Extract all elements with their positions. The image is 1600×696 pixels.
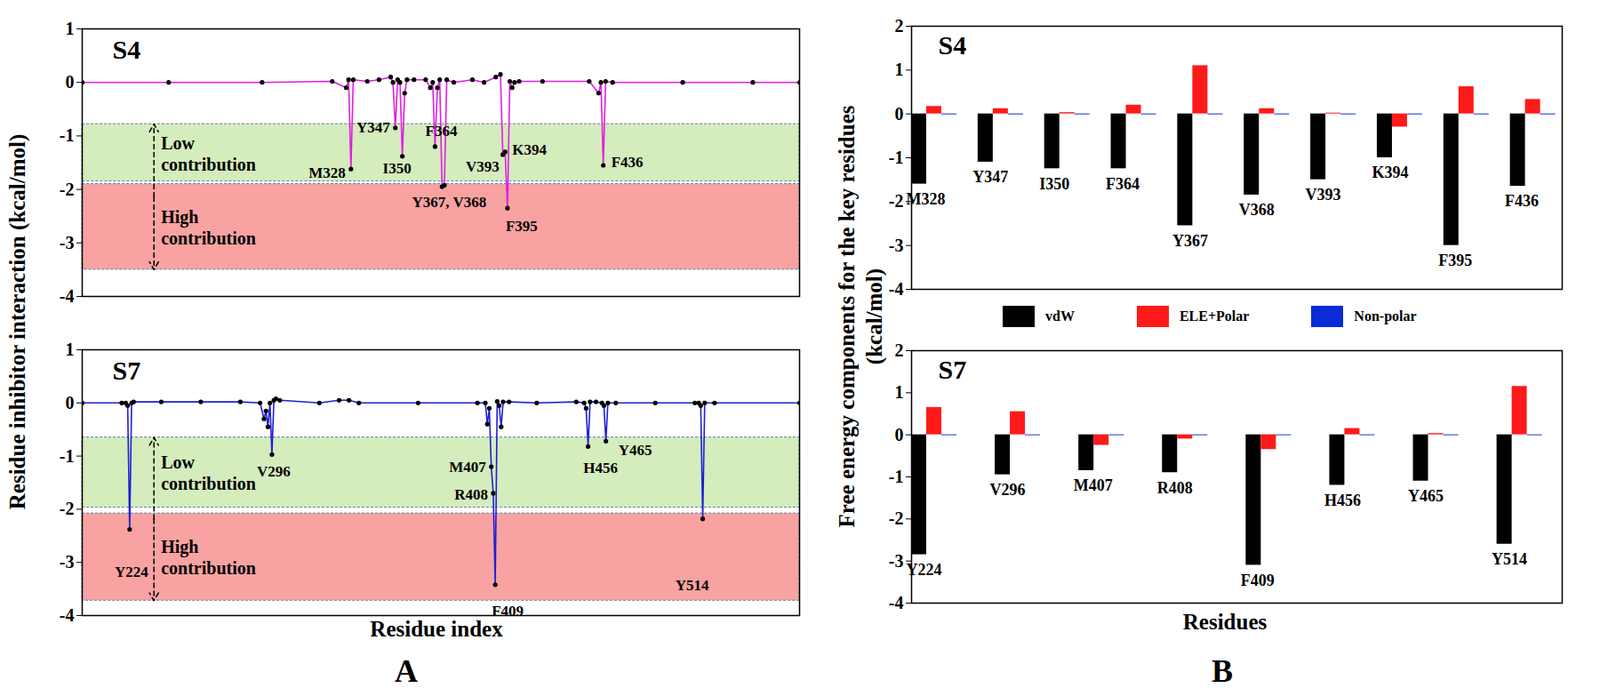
svg-text:Y367: Y367 [1172, 232, 1208, 250]
svg-text:R408: R408 [1157, 479, 1193, 497]
svg-text:Y224: Y224 [114, 563, 149, 581]
svg-text:S7: S7 [112, 355, 142, 385]
svg-text:1: 1 [65, 18, 75, 39]
svg-text:Y347: Y347 [356, 119, 391, 136]
svg-text:Y514: Y514 [675, 576, 710, 594]
svg-text:-4: -4 [888, 279, 904, 299]
svg-text:0: 0 [65, 392, 75, 413]
svg-text:K394: K394 [512, 141, 547, 159]
svg-text:0: 0 [895, 424, 904, 445]
svg-text:H456: H456 [583, 459, 618, 477]
svg-text:F436: F436 [611, 153, 644, 171]
svg-text:Y367, V368: Y367, V368 [411, 193, 487, 211]
svg-text:-3: -3 [59, 552, 75, 572]
svg-text:0: 0 [65, 72, 75, 92]
svg-text:M407: M407 [1073, 476, 1113, 495]
svg-text:V393: V393 [1305, 185, 1342, 204]
svg-text:Y514: Y514 [1491, 550, 1528, 568]
html-text:Residue inhibitor interaction: Residue inhibitor interaction (kcal/mol) [5, 134, 30, 510]
svg-text:Highcontribution: Highcontribution [160, 536, 256, 578]
svg-text:F409: F409 [491, 602, 524, 620]
html-text:Residues: Residues [1182, 610, 1267, 635]
svg-text:Y465: Y465 [618, 441, 653, 459]
svg-text:M407: M407 [448, 458, 487, 476]
svg-text:F395: F395 [505, 217, 538, 235]
svg-text:-1: -1 [59, 125, 75, 145]
svg-text:V393: V393 [465, 158, 500, 176]
html-text:vdW: vdW [1045, 308, 1075, 324]
svg-text:-1: -1 [888, 466, 904, 487]
svg-text:-4: -4 [888, 592, 904, 613]
html-text:ELE+Polar: ELE+Polar [1179, 308, 1250, 324]
svg-text:M328: M328 [308, 164, 346, 182]
svg-text:-2: -2 [888, 508, 904, 528]
svg-text:R408: R408 [454, 486, 488, 504]
svg-text:I350: I350 [1039, 175, 1070, 193]
svg-text:1: 1 [65, 339, 75, 360]
svg-text:-4: -4 [59, 286, 75, 306]
svg-text:K394: K394 [1371, 163, 1408, 182]
html-text:Non-polar: Non-polar [1354, 308, 1417, 324]
html-text:B: B [1211, 652, 1233, 689]
svg-text:F395: F395 [1438, 251, 1472, 270]
svg-text:-2: -2 [888, 191, 904, 211]
svg-text:S4: S4 [112, 34, 142, 64]
svg-text:Highcontribution: Highcontribution [160, 207, 256, 248]
svg-text:Y224: Y224 [906, 560, 942, 579]
svg-text:I350: I350 [383, 160, 412, 177]
svg-text:0: 0 [895, 104, 904, 124]
svg-text:V296: V296 [256, 463, 291, 480]
svg-text:1: 1 [895, 59, 904, 80]
svg-text:Y465: Y465 [1408, 487, 1444, 505]
svg-text:-2: -2 [59, 498, 75, 519]
svg-text:2: 2 [895, 340, 904, 360]
svg-text:H456: H456 [1324, 491, 1361, 510]
svg-text:Y347: Y347 [972, 168, 1008, 186]
svg-text:F409: F409 [1240, 571, 1275, 590]
svg-text:Lowcontribution: Lowcontribution [160, 452, 256, 494]
html-text:A: A [394, 652, 418, 689]
svg-text:-1: -1 [59, 446, 75, 466]
svg-text:-1: -1 [888, 147, 904, 168]
svg-text:F364: F364 [1105, 175, 1140, 193]
html-text:Free energy components for the: Free energy components for the key resid… [834, 105, 887, 528]
svg-text:S7: S7 [938, 354, 968, 384]
svg-text:1: 1 [895, 382, 904, 402]
svg-text:M328: M328 [906, 190, 946, 208]
svg-text:F436: F436 [1504, 192, 1539, 210]
svg-text:-2: -2 [59, 179, 75, 200]
svg-text:F364: F364 [424, 122, 457, 140]
svg-text:V296: V296 [990, 480, 1026, 499]
svg-text:Lowcontribution: Lowcontribution [160, 133, 256, 175]
svg-text:2: 2 [895, 16, 904, 36]
svg-text:-3: -3 [59, 232, 75, 253]
svg-text:-3: -3 [888, 551, 904, 571]
svg-text:-3: -3 [888, 235, 904, 256]
svg-text:S4: S4 [938, 30, 968, 60]
html-text:Residue index: Residue index [370, 617, 503, 642]
svg-text:-4: -4 [59, 605, 75, 625]
svg-text:V368: V368 [1239, 200, 1275, 219]
